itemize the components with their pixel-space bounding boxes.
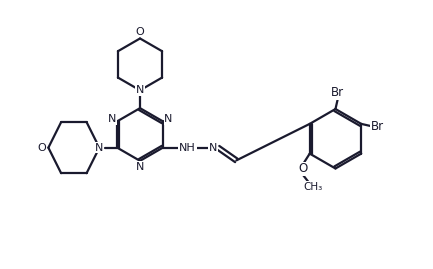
Text: N: N bbox=[95, 143, 103, 153]
Text: NH: NH bbox=[179, 143, 196, 153]
Text: Br: Br bbox=[331, 86, 344, 99]
Text: O: O bbox=[37, 143, 46, 153]
Text: N: N bbox=[136, 162, 144, 172]
Text: N: N bbox=[164, 114, 172, 124]
Text: Br: Br bbox=[371, 119, 384, 133]
Text: CH₃: CH₃ bbox=[304, 182, 323, 192]
Text: O: O bbox=[298, 162, 307, 175]
Text: N: N bbox=[209, 143, 217, 153]
Text: O: O bbox=[136, 27, 144, 37]
Text: N: N bbox=[107, 114, 116, 124]
Text: N: N bbox=[136, 85, 144, 95]
